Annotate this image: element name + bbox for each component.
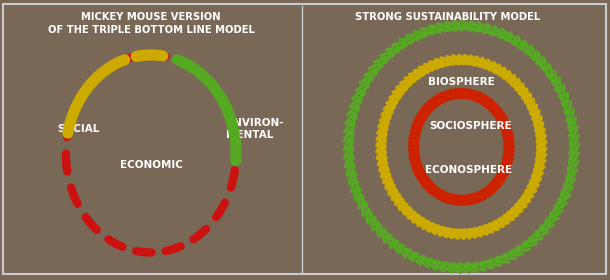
Text: ECONOMIC: ECONOMIC [120, 160, 182, 170]
Text: SOCIAL: SOCIAL [58, 124, 100, 134]
Text: MICKEY MOUSE VERSION
OF THE TRIPLE BOTTOM LINE MODEL: MICKEY MOUSE VERSION OF THE TRIPLE BOTTO… [48, 12, 254, 35]
Text: SOCIOSPHERE: SOCIOSPHERE [429, 121, 512, 131]
Text: BIOSPHERE: BIOSPHERE [428, 77, 495, 87]
Text: STRONG SUSTAINABILITY MODEL: STRONG SUSTAINABILITY MODEL [355, 12, 540, 22]
Text: ECONOSPHERE: ECONOSPHERE [425, 165, 512, 175]
Text: ENVIRON-
MENTAL: ENVIRON- MENTAL [226, 118, 284, 140]
